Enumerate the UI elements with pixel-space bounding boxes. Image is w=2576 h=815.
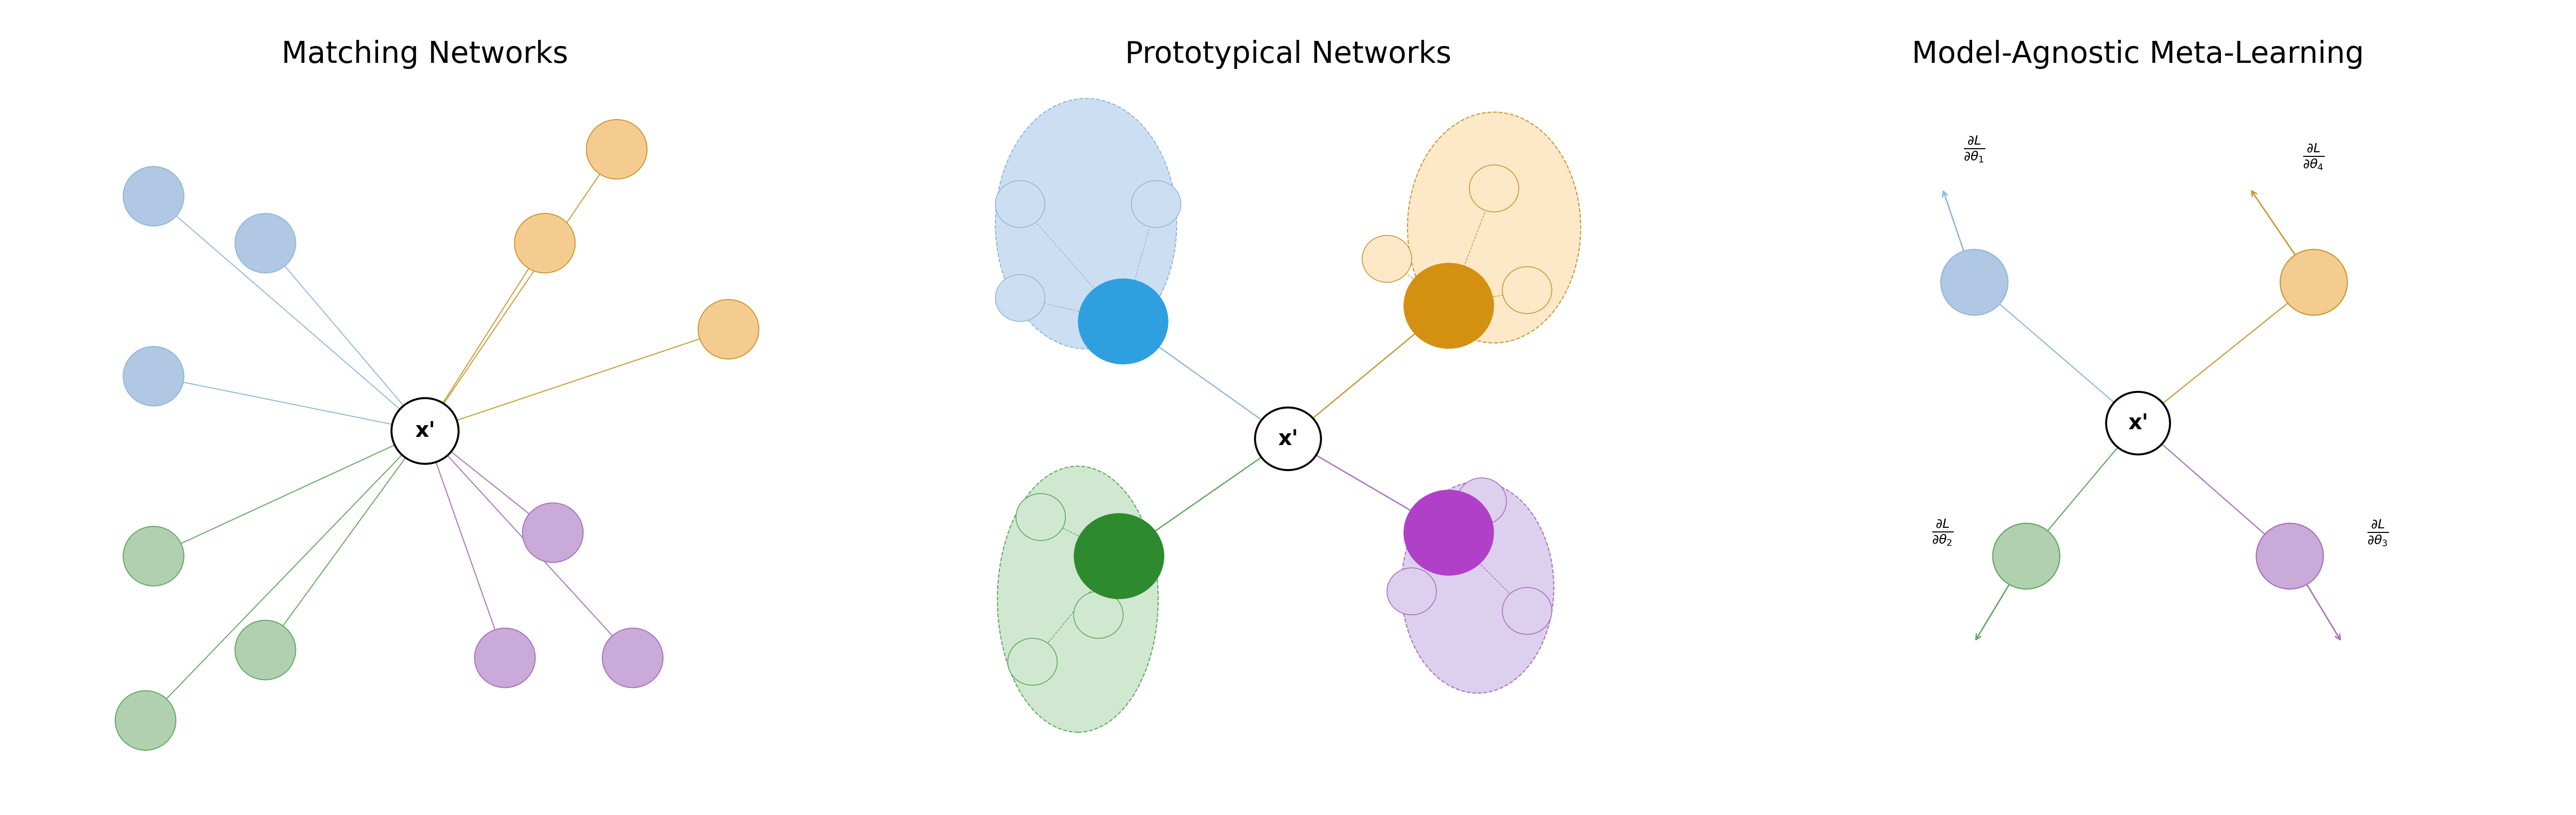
Text: x': x'	[1278, 428, 1298, 450]
Circle shape	[523, 503, 582, 562]
Circle shape	[587, 120, 647, 179]
Circle shape	[994, 181, 1046, 227]
Circle shape	[1007, 638, 1056, 685]
Text: $\frac{\partial L}{\partial \theta_2}$: $\frac{\partial L}{\partial \theta_2}$	[1932, 518, 1953, 548]
Circle shape	[515, 214, 574, 273]
Circle shape	[474, 628, 536, 688]
Text: Model-Agnostic Meta-Learning: Model-Agnostic Meta-Learning	[1911, 40, 2365, 69]
Circle shape	[1074, 592, 1123, 638]
Circle shape	[1079, 280, 1167, 363]
Circle shape	[603, 628, 662, 688]
Text: Matching Networks: Matching Networks	[281, 40, 569, 69]
Text: $\frac{\partial L}{\partial \theta_4}$: $\frac{\partial L}{\partial \theta_4}$	[2303, 143, 2324, 172]
Circle shape	[1404, 263, 1494, 348]
Ellipse shape	[994, 99, 1177, 349]
Text: x': x'	[2128, 412, 2148, 434]
Circle shape	[1386, 568, 1437, 615]
Ellipse shape	[997, 466, 1159, 732]
Ellipse shape	[1401, 482, 1553, 693]
Circle shape	[1015, 494, 1066, 540]
Circle shape	[124, 526, 183, 586]
Circle shape	[2257, 523, 2324, 589]
Circle shape	[1255, 408, 1321, 470]
Circle shape	[1074, 514, 1164, 598]
Text: $\frac{\partial L}{\partial \theta_1}$: $\frac{\partial L}{\partial \theta_1}$	[1963, 134, 1986, 164]
Circle shape	[698, 300, 760, 359]
Circle shape	[234, 620, 296, 680]
Circle shape	[124, 346, 183, 406]
Circle shape	[1502, 267, 1551, 314]
Circle shape	[2107, 392, 2169, 455]
Circle shape	[1502, 588, 1551, 634]
Circle shape	[994, 275, 1046, 321]
Circle shape	[392, 398, 459, 464]
Text: Prototypical Networks: Prototypical Networks	[1126, 40, 1450, 69]
Circle shape	[1363, 236, 1412, 282]
Circle shape	[2280, 249, 2347, 315]
Circle shape	[1458, 478, 1507, 525]
Circle shape	[116, 691, 175, 750]
Circle shape	[234, 214, 296, 273]
Circle shape	[1994, 523, 2061, 589]
Circle shape	[124, 166, 183, 226]
Circle shape	[1940, 249, 2007, 315]
Text: $\frac{\partial L}{\partial \theta_3}$: $\frac{\partial L}{\partial \theta_3}$	[2367, 518, 2388, 547]
Circle shape	[1404, 491, 1494, 575]
Text: x': x'	[415, 421, 435, 442]
Circle shape	[1468, 165, 1520, 212]
Ellipse shape	[1406, 112, 1582, 343]
Circle shape	[1131, 181, 1180, 227]
